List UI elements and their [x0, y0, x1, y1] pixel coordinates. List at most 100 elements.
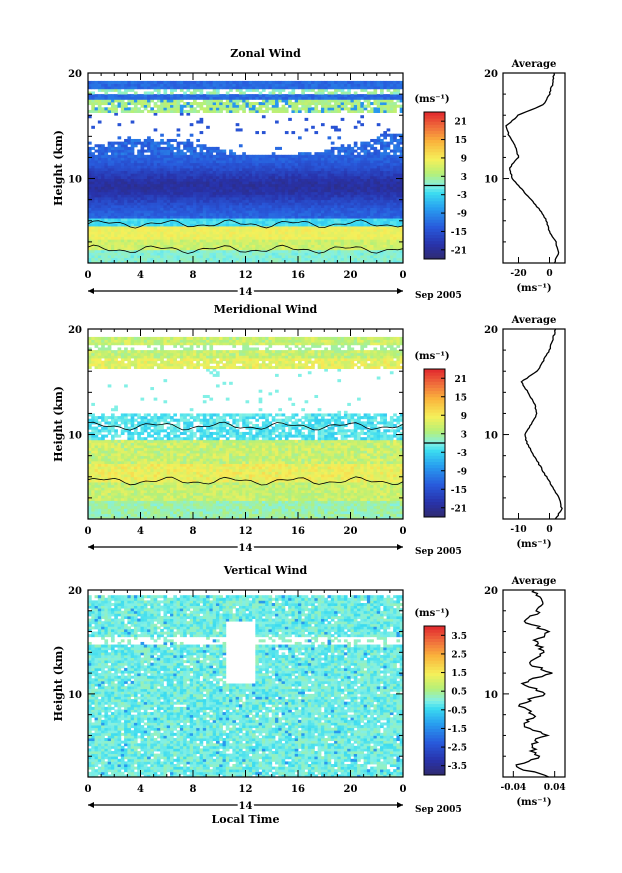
heatmap-cell: [248, 102, 253, 106]
heatmap-cell: [330, 141, 335, 145]
heatmap-cell: [380, 146, 384, 150]
heatmap-cell: [271, 231, 276, 235]
heatmap-cell: [212, 199, 217, 203]
heatmap-cell: [196, 244, 200, 248]
heatmap-cell: [245, 154, 250, 158]
heatmap-cell: [225, 189, 230, 193]
heatmap-cell: [147, 255, 151, 259]
heatmap-cell: [120, 257, 125, 261]
heatmap-cell: [160, 260, 164, 264]
heatmap-cell: [317, 241, 322, 245]
heatmap-cell: [140, 80, 145, 84]
heatmap-cell: [248, 178, 253, 182]
heatmap-cell: [101, 255, 105, 259]
heatmap-cell: [343, 154, 348, 158]
heatmap-cell: [291, 212, 296, 216]
heatmap-cell: [219, 260, 223, 264]
heatmap-cell: [268, 247, 273, 251]
heatmap-cell: [183, 94, 187, 98]
heatmap-cell: [114, 223, 118, 227]
heatmap-cell: [150, 152, 155, 156]
heatmap-cell: [350, 152, 355, 156]
heatmap-cell: [153, 223, 158, 227]
heatmap-cell: [229, 212, 233, 216]
heatmap-cell: [127, 202, 132, 206]
heatmap-cell: [160, 149, 164, 153]
heatmap-cell: [183, 207, 187, 211]
heatmap-cell: [120, 157, 125, 161]
heatmap-cell: [189, 157, 194, 161]
heatmap-cell: [232, 152, 237, 156]
heatmap-cell: [363, 157, 368, 161]
heatmap-cell: [91, 99, 95, 103]
heatmap-cell: [160, 165, 164, 169]
heatmap-cell: [278, 146, 282, 150]
heatmap-cell: [304, 162, 309, 166]
heatmap-cell: [242, 170, 246, 174]
heatmap-cell: [238, 233, 243, 238]
heatmap-cell: [176, 207, 181, 211]
heatmap-cell: [298, 191, 302, 195]
heatmap-cell: [334, 170, 338, 174]
heatmap-cell: [314, 210, 319, 214]
heatmap-cell: [140, 207, 145, 211]
heatmap-cell: [166, 228, 171, 232]
heatmap-cell: [156, 99, 161, 103]
heatmap-cell: [242, 194, 246, 198]
heatmap-cell: [189, 236, 194, 240]
heatmap-cell: [304, 128, 309, 132]
heatmap-cell: [265, 204, 269, 208]
heatmap-cell: [219, 157, 223, 161]
heatmap-cell: [147, 157, 151, 161]
heatmap-cell: [179, 241, 184, 245]
heatmap-cell: [114, 236, 118, 240]
heatmap-cell: [284, 247, 289, 251]
heatmap-cell: [209, 191, 214, 195]
heatmap-cell: [196, 212, 200, 216]
heatmap-cell: [153, 152, 158, 156]
heatmap-cell: [209, 231, 214, 235]
heatmap-cell: [193, 228, 197, 232]
heatmap-cell: [304, 220, 309, 224]
heatmap-cell: [357, 218, 361, 222]
heatmap-cell: [196, 183, 200, 187]
heatmap-cell: [373, 220, 378, 224]
heatmap-cell: [147, 197, 151, 201]
heatmap-cell: [360, 109, 365, 113]
heatmap-cell: [222, 178, 227, 182]
heatmap-cell: [209, 218, 214, 222]
heatmap-cell: [320, 175, 325, 179]
heatmap-cell: [202, 96, 207, 100]
heatmap-cell: [110, 215, 115, 219]
heatmap-cell: [209, 212, 214, 216]
heatmap-cell: [314, 260, 319, 264]
heatmap-cell: [110, 191, 115, 195]
heatmap-cell: [363, 244, 368, 248]
heatmap-cell: [130, 183, 135, 187]
heatmap-cell: [156, 260, 161, 264]
heatmap-cell: [360, 231, 365, 235]
heatmap-cell: [386, 244, 391, 248]
heatmap-cell: [143, 247, 148, 251]
heatmap-cell: [265, 178, 269, 182]
heatmap-cell: [117, 102, 122, 106]
heatmap-cell: [97, 178, 102, 182]
heatmap-cell: [215, 212, 220, 216]
heatmap-cell: [130, 247, 135, 251]
heatmap-cell: [248, 233, 253, 238]
heatmap-cell: [117, 178, 122, 182]
heatmap-cell: [176, 226, 181, 230]
heatmap-cell: [304, 94, 309, 98]
heatmap-cell: [275, 109, 279, 113]
heatmap-cell: [235, 154, 240, 158]
heatmap-cell: [347, 96, 351, 100]
heatmap-cell: [298, 241, 302, 245]
heatmap-cell: [281, 220, 286, 224]
heatmap-cell: [206, 239, 210, 243]
heatmap-cell: [219, 181, 223, 185]
heatmap-cell: [127, 102, 132, 106]
heatmap-cell: [209, 165, 214, 169]
heatmap-cell: [304, 233, 309, 238]
heatmap-cell: [334, 241, 338, 245]
heatmap-cell: [298, 99, 302, 103]
